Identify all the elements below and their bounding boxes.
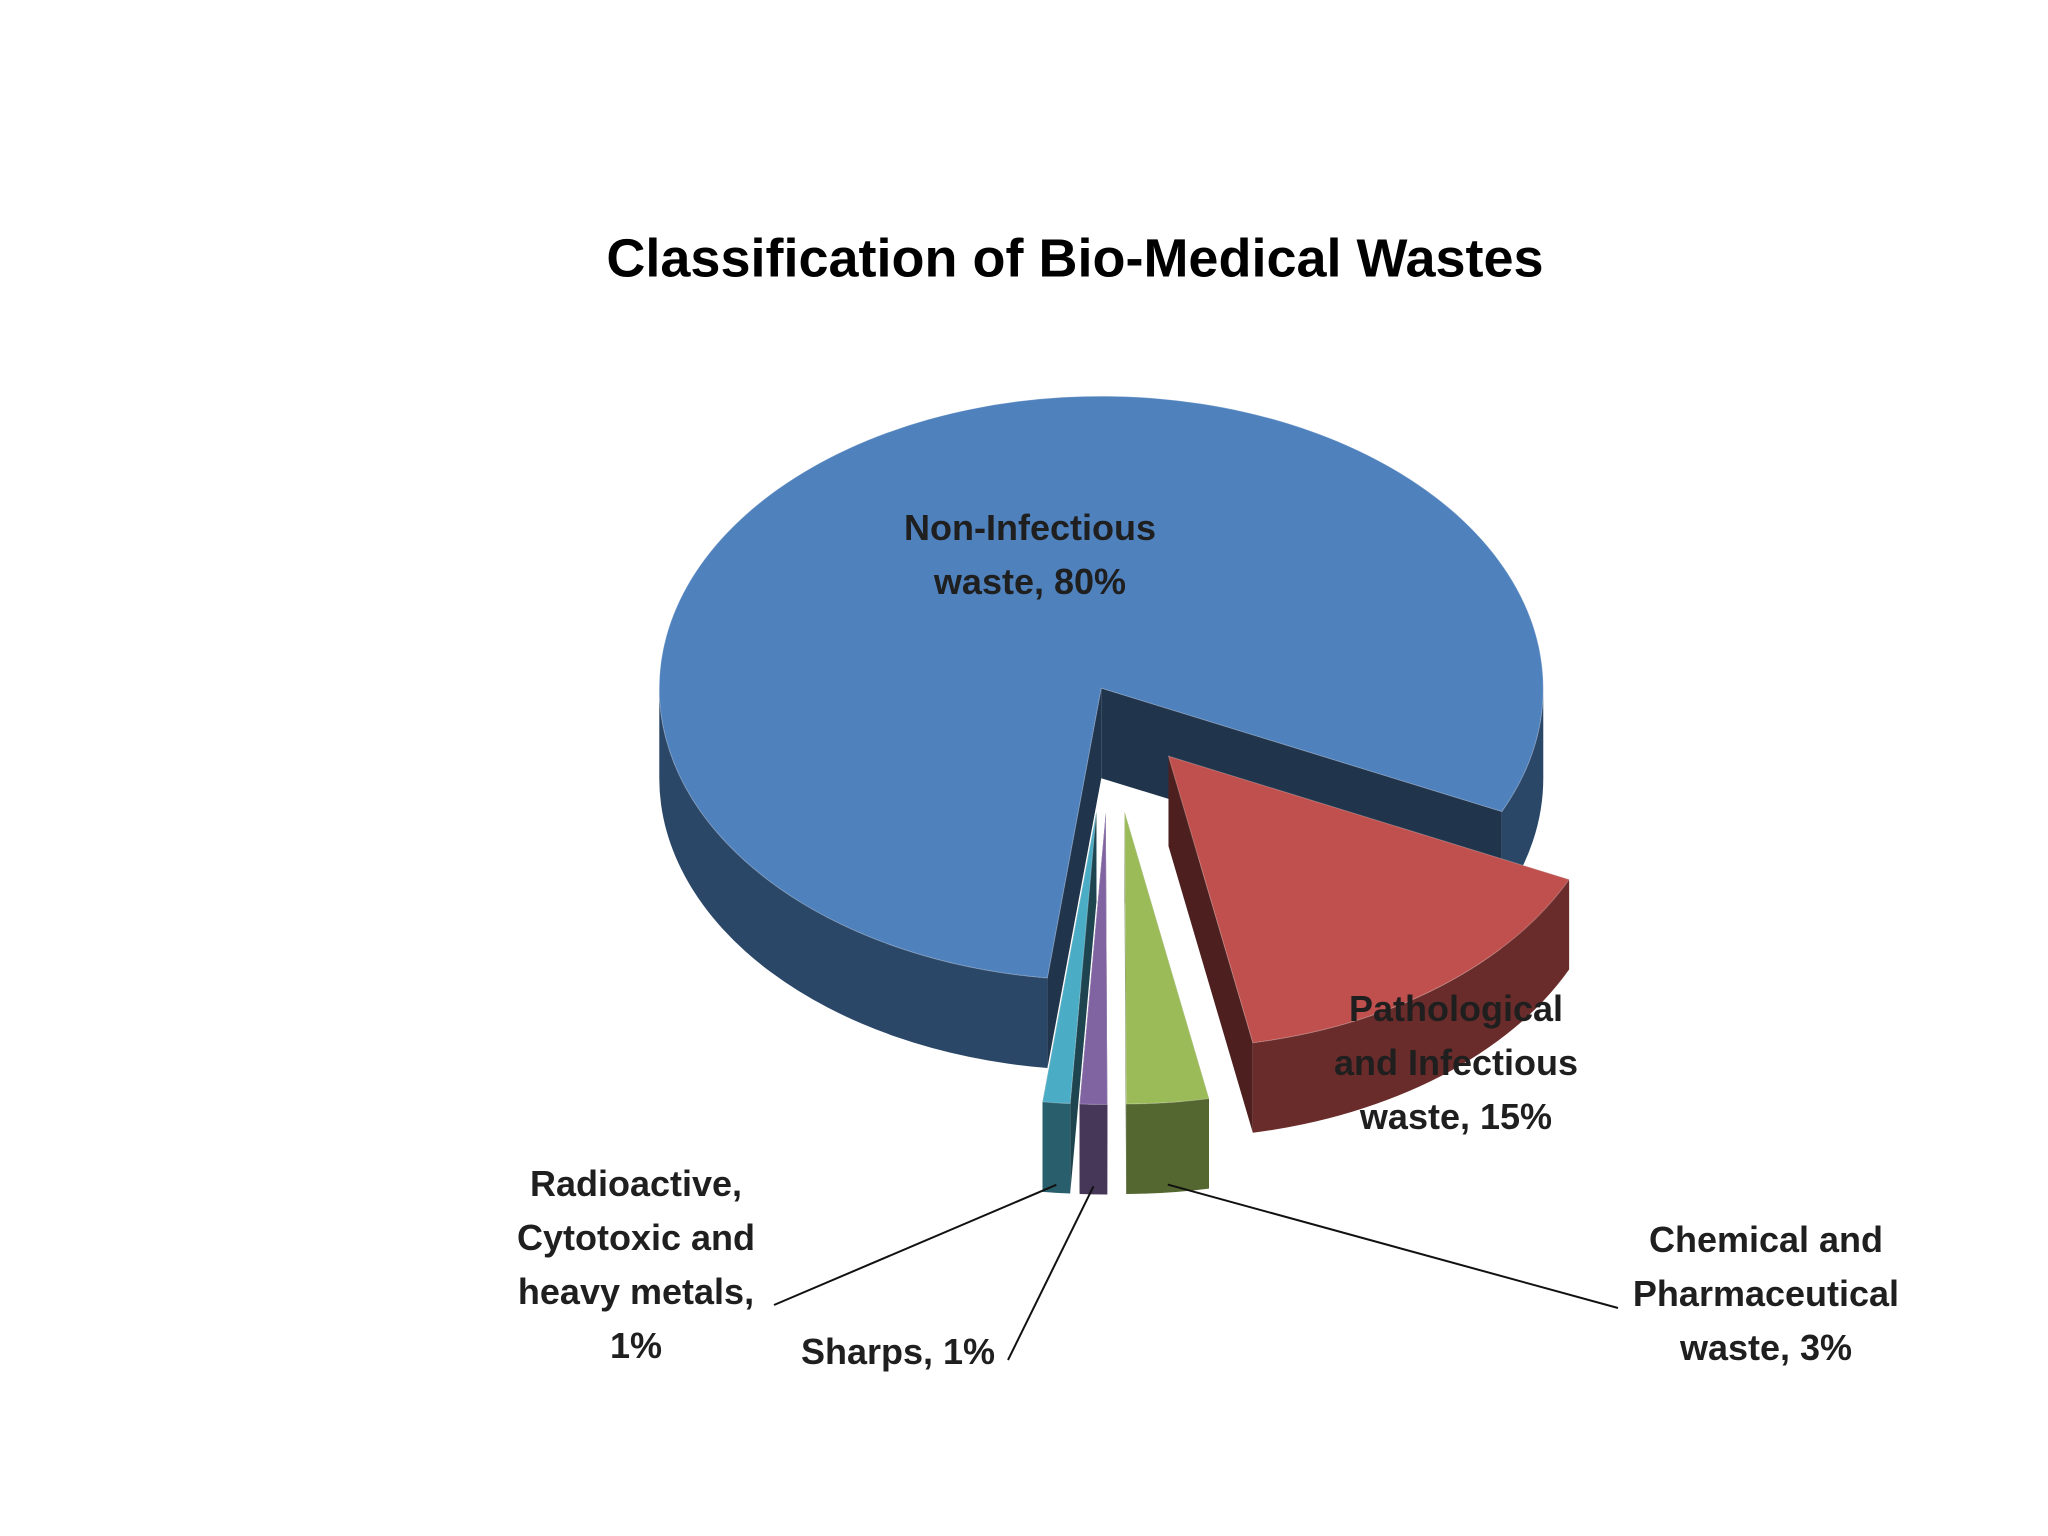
category-label: Pathological and Infectious waste, — [1333, 988, 1579, 1137]
data-label: Chemical and Pharmaceutical waste, 3% — [1606, 1213, 1926, 1375]
slice-side — [659, 688, 1048, 1069]
slice — [1041, 811, 1097, 1105]
value-label: 1% — [609, 1325, 663, 1366]
slice — [1079, 812, 1108, 1195]
value-label: 80% — [1054, 561, 1127, 602]
slice — [1124, 811, 1210, 1194]
category-label: Non-Infectious waste, — [904, 507, 1156, 602]
slice-side — [1501, 688, 1544, 902]
leader-line — [1007, 1185, 1095, 1361]
slice — [1041, 811, 1097, 1194]
slice-edge — [1047, 688, 1102, 1069]
slice-side — [1042, 1101, 1071, 1194]
chart-title: Classification of Bio-Medical Wastes — [606, 228, 1543, 288]
slice — [658, 395, 1544, 979]
data-label: Pathological and Infectious waste, 15% — [1316, 982, 1596, 1144]
data-label: Radioactive, Cytotoxic and heavy metals,… — [496, 1157, 776, 1373]
category-label: Radioactive, Cytotoxic and heavy metals, — [516, 1163, 756, 1312]
category-label: Chemical and Pharmaceutical waste, — [1632, 1219, 1900, 1368]
value-label: 15% — [1480, 1096, 1553, 1137]
slice-edge — [1168, 756, 1253, 1133]
slice-side — [1126, 1098, 1209, 1194]
value-label: 1% — [943, 1331, 996, 1372]
leader-line — [773, 1183, 1057, 1306]
value-label: 3% — [1800, 1327, 1853, 1368]
slice-side — [1079, 1103, 1108, 1195]
slice — [1167, 755, 1570, 1044]
slice-edge — [1124, 811, 1127, 1194]
slice — [1124, 811, 1210, 1105]
slice — [1079, 812, 1108, 1105]
category-label: Sharps, — [800, 1331, 933, 1372]
data-label: Sharps, 1% — [801, 1325, 995, 1379]
slice — [1167, 755, 1570, 1133]
slice-side — [1252, 879, 1570, 1133]
leader-line — [1167, 1183, 1619, 1309]
data-label: Non-Infectious waste, 80% — [880, 501, 1180, 609]
